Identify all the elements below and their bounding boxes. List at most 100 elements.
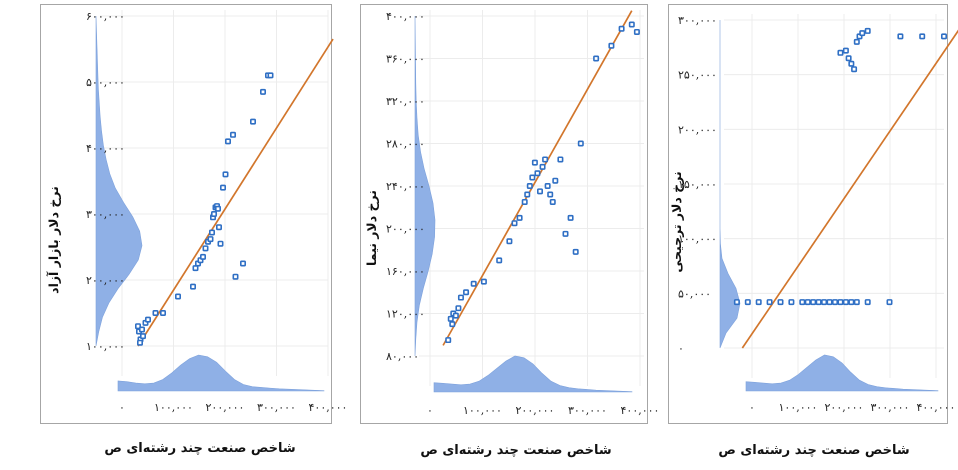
- data-point: [940, 33, 947, 40]
- data-point: [821, 299, 828, 306]
- data-point: [160, 309, 167, 316]
- y-tick-label: ۲۰۰,۰۰۰: [678, 123, 717, 136]
- data-point: [524, 191, 531, 198]
- data-point: [222, 171, 229, 178]
- data-point: [215, 205, 222, 212]
- data-point: [848, 299, 855, 306]
- data-point: [552, 177, 559, 184]
- y-tick-label: ۳۲۰,۰۰۰: [386, 95, 425, 108]
- data-point: [777, 299, 784, 306]
- chart-svg-nima: ۸۰,۰۰۰ ۱۲۰,۰۰۰ ۱۶۰,۰۰۰ ۲۰۰,۰۰۰ ۲۴۰,۰۰۰ ۲۸۰,۰۰…: [360, 4, 659, 424]
- data-point: [567, 214, 574, 221]
- y-distribution: [719, 20, 741, 349]
- chart-frame: [360, 4, 648, 424]
- data-point: [260, 88, 267, 95]
- data-point: [845, 55, 852, 62]
- y-tick-label: ۵۰۰,۰۰۰: [86, 76, 125, 89]
- data-point: [225, 138, 232, 145]
- y-tick-label: ۱۰۰,۰۰۰: [86, 340, 125, 353]
- data-point: [853, 299, 860, 306]
- data-point: [140, 333, 147, 340]
- y-distribution: [95, 15, 143, 347]
- y-tick-label: ۳۶۰,۰۰۰: [386, 53, 425, 66]
- data-point: [230, 131, 237, 138]
- x-tick-label: ۰: [749, 401, 755, 414]
- data-point: [608, 42, 615, 49]
- data-point: [209, 229, 216, 236]
- y-axis-label: نرخ دلار نیما: [364, 190, 379, 266]
- data-point: [207, 236, 214, 243]
- data-point: [864, 299, 871, 306]
- data-point: [175, 293, 182, 300]
- data-point: [452, 312, 459, 319]
- x-tick-label: ۰: [427, 404, 433, 417]
- data-point: [744, 299, 751, 306]
- x-tick-label: ۴۰۰,۰۰۰: [621, 404, 660, 417]
- chart-panel-nima: ۸۰,۰۰۰ ۱۲۰,۰۰۰ ۱۶۰,۰۰۰ ۲۰۰,۰۰۰ ۲۴۰,۰۰۰ ۲۸۰,۰۰…: [360, 0, 659, 458]
- data-point: [549, 198, 556, 205]
- data-point: [848, 60, 855, 67]
- data-point: [449, 321, 456, 328]
- x-tick-label: ۱۰۰,۰۰۰: [463, 404, 502, 417]
- data-point: [145, 316, 152, 323]
- data-point: [837, 49, 844, 56]
- data-point: [766, 299, 773, 306]
- x-tick-label: ۳۰۰,۰۰۰: [871, 401, 910, 414]
- data-point: [537, 188, 544, 195]
- x-tick-label: ۳۰۰,۰۰۰: [568, 404, 607, 417]
- data-point: [864, 27, 871, 34]
- y-axis-label: نرخ دلار بازار آزاد: [46, 186, 61, 294]
- data-point: [232, 273, 239, 280]
- data-point: [137, 339, 144, 346]
- trend-line: [137, 38, 334, 347]
- data-point: [547, 191, 554, 198]
- data-point: [139, 326, 146, 333]
- chart-frame: [668, 4, 948, 424]
- data-point: [842, 299, 849, 306]
- x-distribution: [117, 354, 325, 392]
- x-tick-label: ۱۰۰,۰۰۰: [779, 401, 818, 414]
- x-distribution: [745, 354, 939, 392]
- data-point: [853, 38, 860, 45]
- data-point: [804, 299, 811, 306]
- y-tick-label: ۴۰۰,۰۰۰: [386, 10, 425, 23]
- y-tick-label: ۵۰,۰۰۰: [678, 287, 711, 300]
- data-point: [810, 299, 817, 306]
- x-distribution: [433, 355, 633, 393]
- trend-line: [741, 29, 958, 349]
- data-point: [733, 299, 740, 306]
- data-point: [216, 224, 223, 231]
- y-tick-label: ۸۰,۰۰۰: [386, 350, 419, 363]
- data-point: [202, 245, 209, 252]
- data-point: [544, 183, 551, 190]
- data-point: [217, 240, 224, 247]
- data-point: [192, 265, 199, 272]
- x-tick-label: ۲۰۰,۰۰۰: [516, 404, 555, 417]
- y-tick-label: ۴۰۰,۰۰۰: [86, 142, 125, 155]
- data-point: [480, 278, 487, 285]
- data-point: [455, 305, 462, 312]
- data-point: [919, 33, 926, 40]
- data-point: [135, 323, 142, 330]
- chart-panel-free-market: ۱۰۰,۰۰۰ ۲۰۰,۰۰۰ ۳۰۰,۰۰۰ ۴۰۰,۰۰۰ ۵۰۰,۰۰۰ ۶۰۰,۰…: [40, 0, 347, 456]
- data-point: [542, 156, 549, 163]
- data-point: [618, 25, 625, 32]
- data-point: [250, 118, 257, 125]
- data-point: [152, 309, 159, 316]
- y-tick-label: ۱۶۰,۰۰۰: [386, 265, 425, 278]
- y-tick-label: ۲۰۰,۰۰۰: [386, 223, 425, 236]
- x-tick-label: ۰: [119, 401, 125, 414]
- data-point: [496, 257, 503, 264]
- data-point: [531, 159, 538, 166]
- data-point: [511, 220, 518, 227]
- data-point: [826, 299, 833, 306]
- x-axis-label: شاخص صنعت چند رشته‌ای ص: [420, 443, 612, 458]
- y-axis-label: نرخ دلار ترجیحی: [669, 171, 684, 272]
- data-point: [220, 184, 227, 191]
- chart-panel-preferential: ۰ ۵۰,۰۰۰ ۱۰۰,۰۰۰ ۱۵۰,۰۰۰ ۲۰۰,۰۰۰ ۲۵۰,۰۰۰ ۳۰۰,۰…: [668, 0, 958, 458]
- data-point: [633, 28, 640, 35]
- y-tick-label: ۲۸۰,۰۰۰: [386, 138, 425, 151]
- data-point: [788, 299, 795, 306]
- data-point: [447, 315, 454, 322]
- y-tick-label: ۲۴۰,۰۰۰: [386, 180, 425, 193]
